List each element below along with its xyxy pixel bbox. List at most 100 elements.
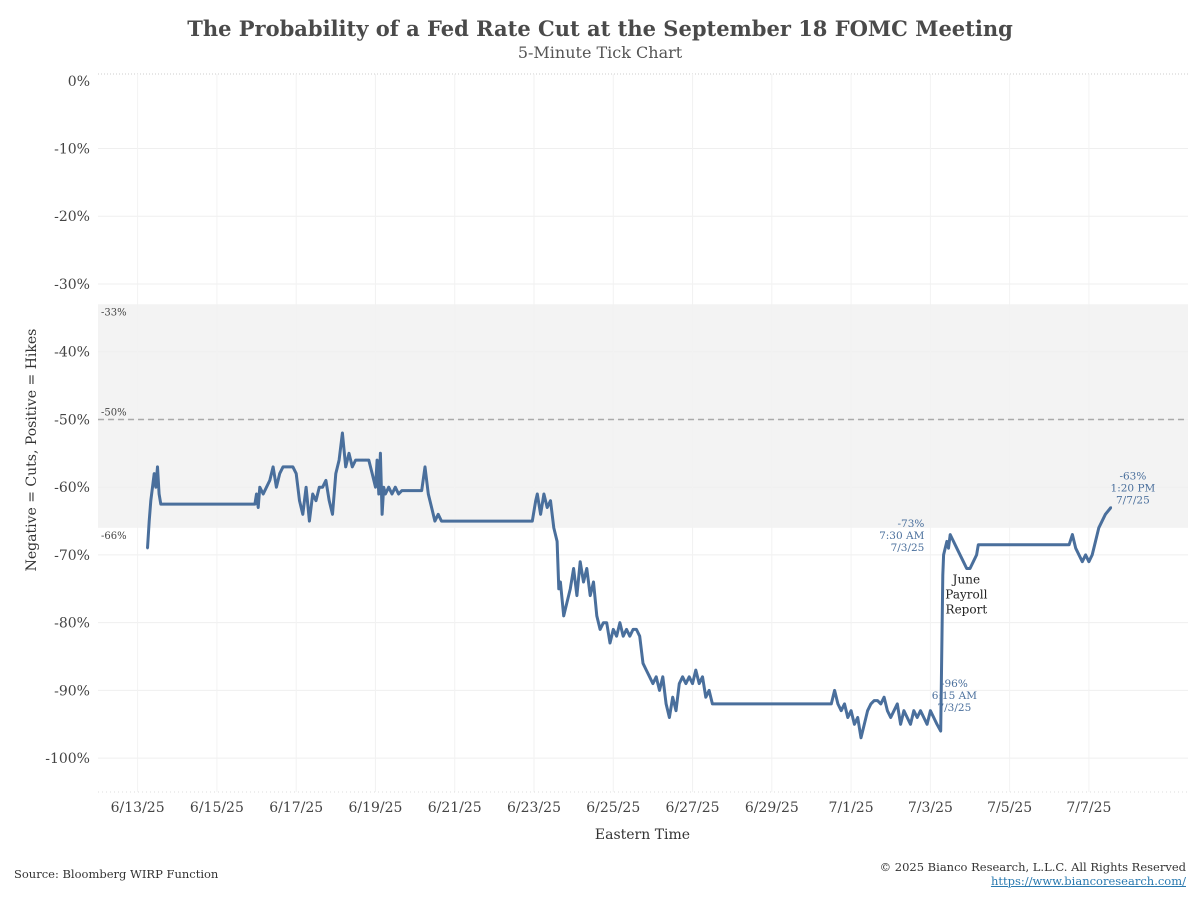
data-point (651, 682, 655, 685)
data-point (364, 458, 367, 462)
data-point (582, 580, 585, 584)
data-point (902, 709, 906, 712)
annotation-line: 1:20 PM (1111, 483, 1156, 495)
x-tick-label: 6/23/25 (507, 800, 561, 816)
band-bottom-label: -66% (101, 531, 127, 542)
data-point (407, 489, 410, 492)
data-point (157, 492, 161, 496)
data-point (437, 513, 440, 516)
y-tick-label: -60% (54, 480, 90, 496)
data-point (863, 723, 866, 726)
data-point (925, 723, 929, 726)
data-point (314, 499, 318, 502)
data-point (559, 580, 562, 584)
annotation-line: 7/3/25 (937, 702, 971, 714)
data-point (351, 465, 354, 469)
data-point (882, 696, 886, 699)
data-point (536, 492, 539, 496)
data-point (367, 458, 370, 462)
data-point (612, 628, 615, 631)
data-point (628, 635, 631, 638)
data-point (146, 547, 149, 550)
data-point (684, 682, 688, 685)
data-point (879, 702, 882, 706)
y-tick-label: -90% (54, 683, 90, 699)
data-point (968, 567, 972, 570)
data-point (886, 709, 889, 712)
data-point (149, 499, 152, 502)
data-point (420, 489, 423, 492)
x-tick-label: 7/1/25 (829, 800, 874, 816)
data-point (843, 702, 846, 706)
data-point (557, 587, 560, 590)
data-point (552, 526, 555, 529)
data-point (380, 513, 384, 516)
annotation-line: Payroll (945, 587, 987, 601)
data-point (836, 702, 840, 706)
data-point (262, 492, 265, 496)
x-tick-label: 6/21/25 (428, 800, 482, 816)
data-point (929, 709, 932, 712)
data-point (691, 682, 694, 685)
data-point (833, 689, 836, 692)
data-point (859, 736, 863, 739)
data-point (324, 479, 328, 482)
annotation-line: -96% (941, 678, 968, 690)
data-point (291, 465, 295, 469)
data-point (648, 675, 651, 678)
data-point (899, 723, 902, 726)
y-tick-label: -10% (54, 142, 90, 158)
data-point (975, 553, 978, 557)
data-point (394, 486, 397, 489)
data-point (539, 513, 542, 516)
data-point (397, 492, 400, 496)
data-point (912, 709, 915, 712)
data-point (602, 621, 605, 624)
y-axis-label-wrap: Negative = Cuts, Positive = Hikes (20, 300, 44, 600)
data-point (876, 699, 879, 702)
chart-subtitle: 5-Minute Tick Chart (517, 43, 683, 62)
data-point (531, 519, 534, 523)
data-point (625, 628, 628, 631)
data-point (589, 594, 592, 597)
data-point (565, 601, 569, 604)
data-point (321, 486, 324, 489)
data-point (154, 486, 157, 489)
x-tick-label: 6/19/25 (348, 800, 402, 816)
website-link[interactable]: https://www.biancoresearch.com/ (990, 874, 1186, 888)
data-point (430, 506, 433, 509)
data-point (714, 702, 717, 706)
data-point (939, 729, 942, 733)
data-point (962, 560, 965, 563)
data-point (707, 689, 711, 692)
data-point (354, 458, 357, 462)
data-point (949, 533, 952, 536)
data-point (896, 702, 899, 706)
data-point (916, 716, 919, 719)
data-point (869, 702, 873, 706)
annotation-line: 6:15 AM (932, 690, 977, 702)
data-point (334, 472, 337, 475)
data-point (958, 553, 962, 557)
reference-line-label: -50% (101, 407, 127, 418)
chart-title: The Probability of a Fed Rate Cut at the… (187, 16, 1013, 41)
data-point (704, 696, 707, 699)
data-point (678, 682, 681, 685)
data-point (258, 486, 261, 489)
data-point (598, 628, 602, 631)
data-point (311, 492, 314, 496)
data-point (304, 486, 308, 489)
data-point (153, 472, 156, 475)
band-top-label: -33% (101, 307, 127, 318)
x-tick-label: 7/5/25 (987, 800, 1032, 816)
data-point (562, 614, 565, 618)
data-point (400, 489, 404, 492)
data-point (288, 465, 291, 469)
data-point (856, 716, 859, 719)
value-annotation: -96% 6:15 AM 7/3/25 (932, 678, 977, 714)
data-point (148, 519, 151, 523)
data-point (347, 452, 351, 455)
data-point (972, 560, 975, 563)
annotation-line: Report (946, 602, 988, 616)
data-point (1109, 506, 1113, 509)
